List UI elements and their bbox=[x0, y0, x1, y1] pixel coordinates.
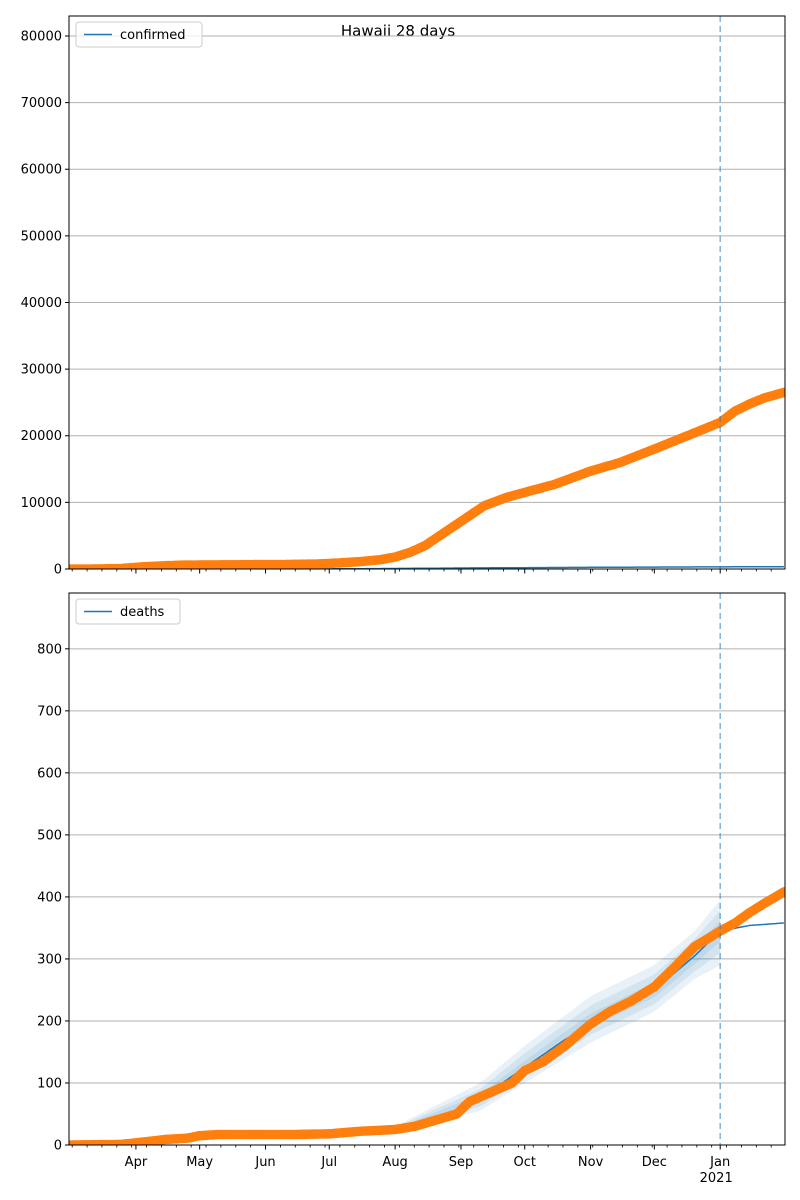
legend-box bbox=[75, 21, 203, 48]
x-year-label: 2021 bbox=[700, 1171, 733, 1186]
y-tick-label: 40000 bbox=[21, 296, 62, 311]
legend-label: deaths bbox=[120, 605, 165, 620]
plot-area bbox=[69, 887, 785, 1145]
x-tick-label: Dec bbox=[642, 1155, 667, 1170]
y-tick-label: 200 bbox=[37, 1014, 62, 1029]
observed-point bbox=[779, 387, 785, 398]
x-tick-label: Aug bbox=[382, 1155, 407, 1170]
x-tick-label: Sep bbox=[449, 1155, 474, 1170]
x-tick-label: Nov bbox=[578, 1155, 604, 1170]
y-tick-label: 400 bbox=[37, 890, 62, 905]
legend: confirmed bbox=[75, 21, 203, 48]
y-tick-label: 700 bbox=[37, 704, 62, 719]
y-tick-label: 80000 bbox=[21, 29, 62, 44]
plot-area bbox=[69, 387, 785, 569]
legend-box bbox=[75, 598, 181, 625]
y-tick-label: 600 bbox=[37, 766, 62, 781]
y-tick-label: 100 bbox=[37, 1076, 62, 1091]
figure-title: Hawaii 28 days bbox=[341, 22, 455, 40]
deaths-panel: 0 100 200 300 400 500 600 700 800 Apr May Jun Jul Aug… bbox=[37, 592, 786, 1186]
x-tick-label: Jan bbox=[709, 1155, 730, 1170]
observed-points bbox=[69, 887, 785, 1145]
confirmed-panel: 0 10000 20000 30000 40000 50000 60000 70000 8000… bbox=[21, 15, 786, 578]
y-tick-label: 800 bbox=[37, 642, 62, 657]
y-tick-label: 50000 bbox=[21, 229, 62, 244]
legend-label: confirmed bbox=[120, 28, 186, 43]
observed-point bbox=[779, 887, 785, 897]
y-tick-label: 20000 bbox=[21, 429, 62, 444]
axes-frame bbox=[68, 592, 786, 1146]
x-tick-label: Oct bbox=[513, 1155, 535, 1170]
y-tick-label: 70000 bbox=[21, 96, 62, 111]
y-tick-label: 60000 bbox=[21, 163, 62, 178]
legend: deaths bbox=[75, 598, 181, 625]
y-tick-label: 10000 bbox=[21, 496, 62, 511]
x-tick-label: Jul bbox=[320, 1155, 337, 1170]
y-tick-label: 0 bbox=[54, 563, 62, 578]
axes-frame bbox=[68, 15, 786, 570]
observed-points bbox=[69, 387, 785, 569]
y-tick-label: 30000 bbox=[21, 363, 62, 378]
y-tick-label: 500 bbox=[37, 828, 62, 843]
x-tick-label: Jun bbox=[254, 1155, 275, 1170]
x-tick-label: Apr bbox=[125, 1155, 148, 1170]
y-tick-label: 0 bbox=[54, 1139, 62, 1154]
x-tick-label: May bbox=[186, 1155, 213, 1170]
y-tick-label: 300 bbox=[37, 952, 62, 967]
